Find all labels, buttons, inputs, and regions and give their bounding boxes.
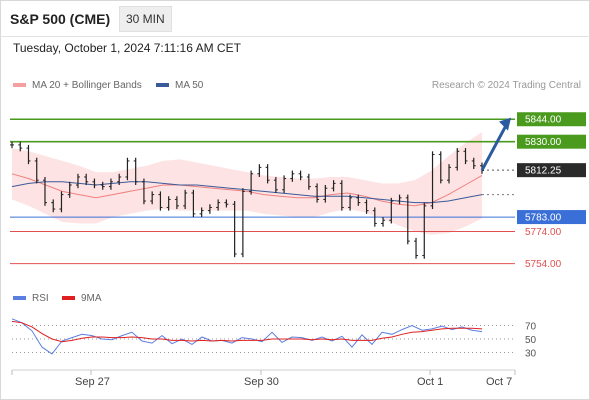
target-arrow-shaft — [480, 122, 509, 171]
legend-9ma-label: 9MA — [81, 293, 102, 304]
level-tag-label: 5812.25 — [525, 166, 562, 177]
legend-ma50-label: MA 50 — [175, 80, 204, 91]
legend-ma50: MA 50 — [156, 80, 203, 91]
rsi-line — [11, 318, 483, 355]
instrument-title: S&P 500 (CME) — [10, 11, 111, 27]
level-tag-label: 5783.00 — [525, 213, 562, 224]
legend-bollinger-label: MA 20 + Bollinger Bands — [32, 80, 142, 91]
level-tag-label: 5774.00 — [525, 227, 562, 238]
legend-rsi: RSI — [13, 293, 49, 304]
bollinger-swatch — [13, 83, 26, 88]
x-tick-label: Oct 7 — [486, 376, 513, 388]
rsi-tick-label: 70 — [525, 322, 537, 333]
x-tick-label: Sep 30 — [244, 376, 279, 388]
target-arrow-head — [499, 117, 511, 131]
rsi-tick-label: 30 — [525, 349, 537, 360]
rsi-swatch — [13, 296, 26, 301]
ma50-line — [11, 181, 483, 204]
chart-header: S&P 500 (CME) 30 MIN — [0, 0, 590, 37]
level-tag-bg — [517, 134, 586, 149]
ma9-swatch — [62, 296, 75, 301]
legend-rsi-label: RSI — [32, 293, 49, 304]
x-tick-label: Sep 27 — [75, 376, 110, 388]
level-tag-bg — [517, 163, 586, 178]
level-tag-bg — [517, 210, 586, 225]
level-tag-label: 5754.00 — [525, 259, 562, 270]
level-tag-label: 5830.00 — [525, 137, 562, 148]
rsi-tick-label: 50 — [525, 335, 537, 346]
x-tick-label: Oct 1 — [417, 376, 444, 388]
legend-bollinger: MA 20 + Bollinger Bands — [13, 80, 142, 91]
bollinger-band — [12, 132, 482, 235]
timestamp: Tuesday, October 1, 2024 7:11:16 AM CET — [13, 41, 241, 55]
ma50-swatch — [156, 83, 169, 88]
level-tag-label: 5844.00 — [525, 115, 562, 126]
legend-9ma: 9MA — [62, 293, 102, 304]
copyright: Research © 2024 Trading Central — [431, 80, 581, 91]
rsi-ma-line — [11, 320, 483, 343]
interval-button[interactable]: 30 MIN — [119, 6, 172, 32]
level-tag-bg — [517, 112, 586, 127]
ma20-line — [11, 173, 483, 207]
